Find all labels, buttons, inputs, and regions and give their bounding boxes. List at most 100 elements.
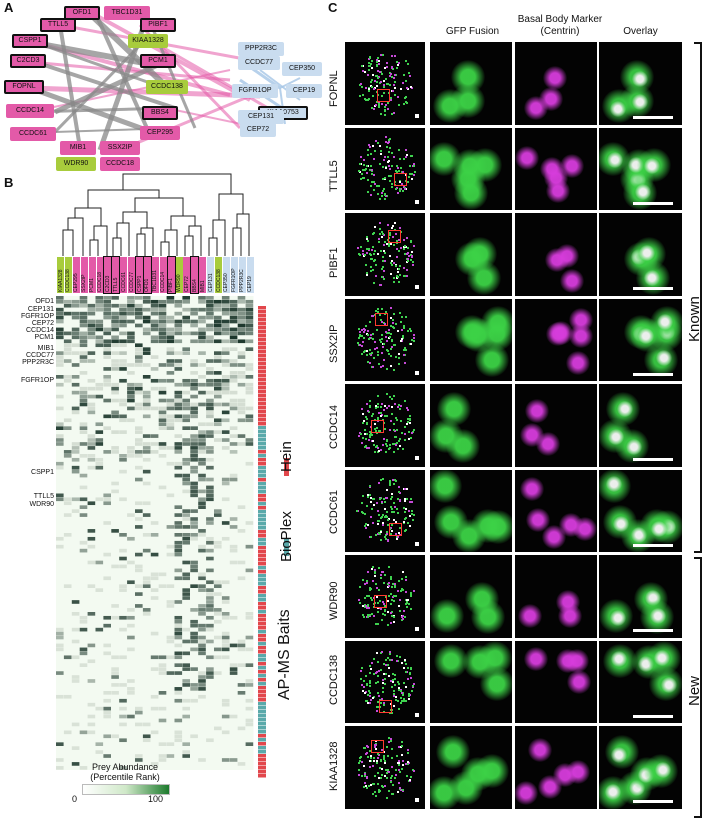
basal-body-dot	[384, 515, 387, 518]
strip-cell-hein	[258, 634, 266, 638]
basal-body-dot	[378, 705, 381, 708]
fluorescent-spot	[644, 158, 661, 175]
heatmap-cell	[206, 410, 214, 415]
heatmap-cell	[95, 299, 104, 304]
strip-cell-bioplex	[258, 738, 266, 742]
basal-body-dot	[405, 174, 408, 177]
heatmap-cell	[206, 446, 214, 450]
heatmap-cell	[214, 359, 222, 363]
basal-body-dot	[381, 749, 384, 752]
heatmap-cell	[158, 386, 167, 391]
heatmap-cell	[95, 560, 104, 565]
heatmap-cell	[214, 331, 222, 336]
heatmap-cell	[127, 691, 135, 695]
prey-row-label-ccdc14: CCDC14	[25, 327, 54, 334]
heatmap-cell	[95, 422, 104, 427]
basal-body-dot	[368, 594, 371, 597]
strip-cell-bioplex	[258, 474, 266, 478]
basal-body-dot	[412, 430, 415, 433]
heatmap-cell	[119, 457, 127, 462]
bait-label-tbc1d31: TBC1D31	[152, 270, 159, 292]
basal-body-dot	[374, 407, 377, 410]
basal-body-dot	[388, 396, 391, 399]
basal-body-dot	[370, 80, 373, 83]
micro-row-label-ssx2ip: SSX2IP	[328, 324, 340, 364]
basal-body-dot	[394, 479, 397, 482]
basal-body-dot	[368, 169, 371, 172]
basal-body-dot	[366, 271, 369, 274]
bait-label-cep19: CEP19	[247, 276, 254, 292]
basal-body-dot	[373, 150, 376, 153]
basal-body-dot	[379, 496, 381, 499]
heatmap-cell	[198, 679, 206, 683]
basal-body-dot	[371, 433, 374, 436]
heatmap-cell	[135, 382, 143, 387]
basal-body-dot	[398, 610, 401, 612]
basal-body-dot	[389, 83, 392, 86]
basal-body-dot	[394, 585, 396, 588]
heatmap-cell	[119, 351, 127, 355]
basal-body-dot	[383, 427, 386, 430]
heatmap-cell	[158, 426, 167, 430]
basal-body-dot	[361, 253, 364, 256]
legend-min: 0	[72, 794, 78, 804]
basal-body-dot	[391, 164, 393, 167]
basal-body-dot	[388, 233, 391, 236]
basal-body-dot	[385, 533, 388, 536]
heatmap-cell	[127, 406, 135, 411]
basal-body-dot	[385, 444, 388, 447]
heatmap-cell	[198, 572, 206, 577]
heatmap-cell	[182, 402, 190, 407]
strip-cell-hein	[258, 758, 266, 762]
heatmap-cell	[206, 296, 214, 300]
fluorescent-spot	[468, 148, 503, 183]
heatmap-cell	[63, 426, 72, 430]
basal-body-dot	[359, 177, 362, 180]
basal-body-dot	[369, 536, 372, 539]
heatmap-cell	[190, 698, 198, 703]
basal-body-dot	[358, 768, 361, 771]
overlay-image	[599, 213, 682, 296]
basal-body-dot	[370, 66, 373, 69]
basal-body-dot	[368, 439, 371, 442]
basal-body-dot	[390, 317, 393, 320]
basal-body-dot	[365, 98, 368, 101]
basal-body-dot	[385, 796, 388, 799]
basal-body-dot	[400, 701, 403, 704]
network-node-tbc1d31: TBC1D31	[104, 6, 150, 20]
heatmap-cell	[103, 367, 111, 371]
heatmap-cell	[229, 398, 238, 403]
basal-body-dot	[363, 177, 365, 180]
heatmap-cell	[166, 398, 175, 403]
heatmap-cell	[190, 457, 198, 462]
basal-body-dot	[392, 428, 395, 431]
basal-body-dot	[383, 682, 386, 685]
basal-body-dot	[377, 532, 380, 535]
basal-body-dot	[396, 680, 399, 683]
heatmap-cell	[142, 612, 151, 616]
bait-label-pibf1: PIBF1	[168, 278, 175, 292]
basal-body-dot	[403, 609, 406, 612]
heatmap-cell	[87, 327, 96, 332]
basal-body-dot	[376, 595, 379, 598]
basal-body-dot	[365, 433, 368, 436]
basal-body-dot	[377, 69, 380, 72]
basal-body-dot	[396, 241, 399, 244]
basal-body-dot	[390, 497, 393, 500]
heatmap-cell	[206, 639, 214, 644]
basal-body-dot	[391, 748, 394, 751]
heatmap-cell	[56, 363, 64, 367]
fluorescent-spot	[463, 237, 498, 272]
bait-swatch-ccdc77	[128, 257, 136, 293]
network-node-ccdc14: CCDC14	[6, 104, 54, 118]
heatmap-cell	[229, 714, 238, 719]
basal-body-dot	[387, 91, 390, 94]
basal-body-dot	[399, 745, 402, 748]
heatmap-cell	[56, 536, 64, 541]
heatmap-cell	[135, 359, 143, 363]
heatmap-cell	[166, 600, 175, 604]
heatmap-cell	[135, 454, 143, 458]
heatmap-cell	[87, 442, 96, 446]
basal-body-dot	[387, 102, 390, 105]
heatmap-cell	[245, 390, 254, 395]
